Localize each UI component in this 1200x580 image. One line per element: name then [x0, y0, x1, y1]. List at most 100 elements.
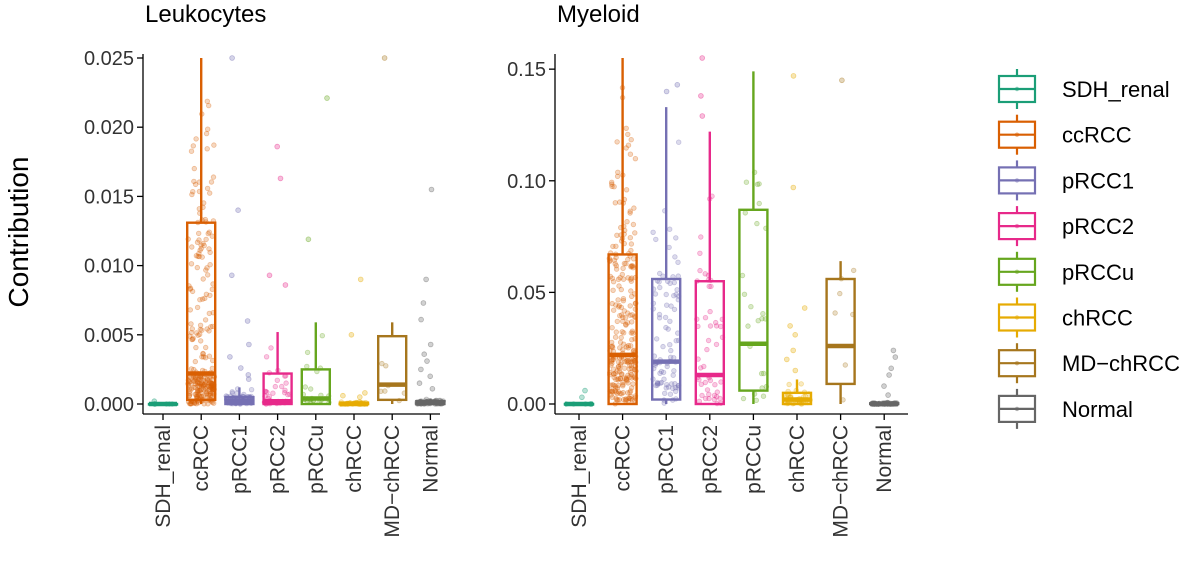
myeloid-point	[740, 395, 747, 402]
leukocytes-point	[201, 381, 208, 388]
myeloid-point	[611, 257, 618, 263]
myeloid-point	[662, 390, 668, 396]
leukocytes-point	[206, 380, 213, 386]
myeloid-outlier	[839, 77, 845, 84]
legend-key-point	[1014, 406, 1020, 412]
myeloid-point	[698, 365, 704, 371]
leukocytes-point	[208, 324, 214, 330]
leukocytes-outlier	[416, 380, 423, 387]
myeloid-outlier	[886, 372, 892, 378]
leukocytes-point	[192, 377, 198, 383]
leukocytes-outlier	[429, 385, 436, 392]
myeloid-point	[761, 370, 767, 377]
myeloid-point	[618, 362, 624, 368]
myeloid-point	[627, 363, 633, 369]
myeloid-point	[612, 200, 618, 206]
myeloid-point	[654, 336, 660, 342]
leukocytes-y-tick-label: 0.005	[84, 325, 134, 347]
myeloid-point	[673, 235, 679, 241]
leukocytes-point	[204, 384, 210, 390]
leukocytes-point	[204, 272, 211, 278]
myeloid-point	[620, 389, 626, 396]
myeloid-point	[628, 343, 634, 349]
myeloid-point	[753, 397, 759, 403]
leukocytes-outlier	[277, 175, 284, 182]
myeloid-point	[653, 236, 659, 243]
leukocytes-point	[193, 252, 200, 259]
leukocytes-outlier	[420, 300, 427, 306]
leukocytes-point	[207, 376, 213, 382]
myeloid-point	[625, 380, 631, 386]
myeloid-point	[629, 365, 635, 371]
leukocytes-point	[199, 296, 206, 302]
myeloid-point	[627, 303, 633, 309]
leukocytes-point	[206, 246, 212, 252]
legend-key-point	[1014, 132, 1020, 137]
myeloid-point	[615, 297, 621, 303]
leukocytes-point	[191, 165, 197, 172]
myeloid-point	[701, 363, 707, 370]
myeloid-point	[630, 263, 636, 269]
leukocytes-point	[304, 349, 311, 356]
legend-label: Normal	[1062, 397, 1133, 422]
leukocytes-box-rect	[300, 368, 331, 406]
leukocytes-outlier	[357, 276, 364, 283]
myeloid-outlier	[801, 305, 808, 311]
myeloid-point	[660, 369, 667, 376]
myeloid-point	[668, 303, 674, 309]
myeloid-point	[616, 302, 622, 309]
leukocytes-point	[204, 185, 211, 192]
leukocytes-point	[194, 387, 201, 393]
leukocytes-point	[283, 380, 289, 386]
leukocytes-point	[196, 250, 202, 257]
leukocytes-point	[190, 188, 196, 195]
myeloid-point	[655, 380, 661, 387]
myeloid-point	[668, 347, 674, 354]
myeloid-outlier	[885, 392, 891, 398]
myeloid-point	[616, 304, 622, 310]
myeloid-point	[616, 397, 622, 403]
leukocytes-point	[208, 179, 215, 185]
myeloid-outlier	[699, 55, 705, 61]
myeloid-point	[624, 377, 630, 383]
leukocytes-point	[205, 377, 211, 383]
myeloid-point	[664, 382, 670, 388]
myeloid-point	[622, 375, 628, 381]
leukocytes-point	[206, 328, 212, 334]
leukocytes-point	[205, 383, 212, 389]
leukocytes-point	[200, 387, 207, 393]
leukocytes-point	[197, 338, 204, 344]
myeloid-point	[629, 328, 636, 334]
leukocytes-point	[266, 394, 272, 400]
myeloid-point	[662, 314, 669, 321]
myeloid-box-0	[563, 387, 595, 407]
myeloid-point	[613, 266, 620, 272]
leukocytes-point	[211, 142, 217, 148]
leukocytes-x-tick-label: Normal	[419, 425, 442, 493]
myeloid-point	[711, 392, 718, 399]
leukocytes-point	[189, 326, 195, 332]
myeloid-point	[624, 310, 631, 316]
leukocytes-point	[229, 390, 236, 396]
myeloid-x-tick-label: pRCC2	[699, 425, 722, 494]
myeloid-outlier	[881, 383, 887, 389]
myeloid-point	[705, 337, 712, 344]
myeloid-point	[623, 322, 629, 328]
myeloid-point	[699, 392, 705, 399]
leukocytes-y-tick-label: 0.020	[84, 117, 134, 139]
myeloid-point	[609, 357, 616, 363]
myeloid-point	[748, 304, 754, 310]
myeloid-point	[628, 136, 634, 143]
leukocytes-x-tick-label: pRCCu	[305, 425, 328, 494]
myeloid-point	[673, 388, 679, 394]
myeloid-point	[628, 241, 635, 247]
myeloid-outlier	[699, 113, 706, 119]
leukocytes-box-3	[261, 143, 293, 407]
myeloid-point	[675, 259, 681, 265]
myeloid-point	[671, 368, 677, 374]
leukocytes-outlier	[244, 318, 251, 324]
leukocytes-point	[188, 148, 195, 154]
leukocytes-point	[200, 240, 206, 247]
myeloid-x-tick-label: SDH_renal	[568, 425, 591, 528]
leukocytes-point	[198, 245, 204, 252]
